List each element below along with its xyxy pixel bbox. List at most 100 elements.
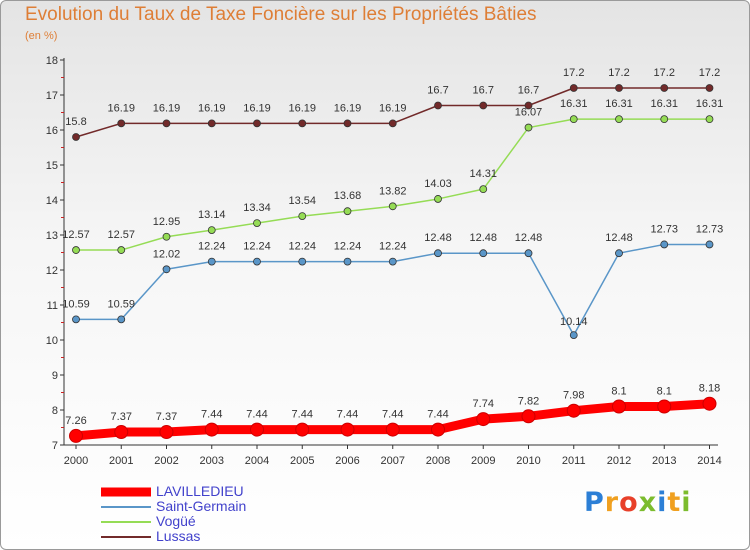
y-tick-label: 7 — [52, 440, 58, 452]
x-tick-label: 2004 — [245, 455, 269, 467]
data-label-lussas: 16.19 — [243, 102, 271, 114]
data-label-saint-germain: 12.24 — [334, 241, 362, 253]
data-label-vog: 16.07 — [515, 107, 543, 119]
data-point-saint-germain — [343, 257, 352, 266]
data-point-vog — [117, 246, 126, 254]
data-label-lavilledieu: 7.44 — [201, 409, 222, 421]
data-point-lussas — [343, 119, 352, 128]
logo-letter: P — [584, 487, 605, 518]
data-point-lussas — [162, 119, 171, 128]
data-label-saint-germain: 12.48 — [469, 232, 497, 244]
data-point-lussas — [434, 101, 442, 110]
data-point-lavilledieu — [476, 412, 491, 427]
data-label-vog: 12.57 — [62, 229, 90, 241]
data-point-saint-germain — [479, 249, 488, 258]
data-label-lavilledieu: 7.44 — [382, 409, 403, 421]
data-label-lussas: 17.2 — [608, 67, 629, 79]
data-label-vog: 13.34 — [243, 202, 271, 214]
data-point-saint-germain — [207, 257, 216, 266]
data-label-vog: 13.54 — [288, 195, 316, 207]
data-point-lavilledieu — [612, 399, 626, 414]
data-label-vog: 16.31 — [605, 98, 633, 110]
data-label-lussas: 17.2 — [654, 67, 675, 79]
data-point-lavilledieu — [657, 399, 672, 414]
logo-letter: t — [667, 487, 682, 518]
data-label-lavilledieu: 7.82 — [518, 395, 539, 407]
y-tick-label: 13 — [46, 230, 58, 242]
data-label-saint-germain: 12.24 — [379, 241, 407, 253]
x-tick-label: 2014 — [697, 455, 721, 467]
data-label-lussas: 16.19 — [107, 102, 135, 114]
data-point-vog — [660, 115, 669, 124]
data-label-lussas: 16.7 — [427, 85, 448, 97]
data-point-saint-germain — [434, 249, 442, 258]
data-label-lussas: 16.7 — [518, 85, 539, 97]
y-tick-label: 9 — [52, 370, 58, 382]
data-point-saint-germain — [524, 249, 533, 258]
data-label-vog: 13.68 — [334, 190, 362, 202]
data-label-saint-germain: 12.73 — [696, 223, 724, 235]
data-label-saint-germain: 10.59 — [62, 298, 90, 310]
data-label-saint-germain: 12.48 — [605, 232, 633, 244]
data-label-vog: 13.14 — [198, 209, 226, 221]
logo-letter: x — [638, 487, 658, 518]
data-point-lavilledieu — [159, 425, 174, 440]
data-label-lussas: 15.8 — [65, 116, 86, 128]
y-tick-label: 8 — [52, 405, 58, 417]
data-label-vog: 16.31 — [560, 98, 588, 110]
legend-item-lavilledieu: LAVILLEDIEU — [101, 484, 246, 499]
chart-title: Evolution du Taux de Taxe Foncière sur l… — [25, 4, 537, 25]
data-label-lussas: 16.19 — [379, 102, 407, 114]
data-label-saint-germain: 12.48 — [515, 232, 543, 244]
legend-label-vogue: Vogüé — [156, 513, 196, 529]
data-point-lavilledieu — [702, 396, 717, 411]
x-tick-label: 2000 — [64, 455, 88, 467]
x-tick-label: 2003 — [200, 455, 224, 467]
data-label-saint-germain: 10.59 — [107, 298, 135, 310]
x-tick-label: 2008 — [426, 455, 450, 467]
x-tick-label: 2001 — [109, 455, 133, 467]
y-tick-label: 10 — [46, 335, 58, 347]
data-point-saint-germain — [117, 315, 126, 324]
logo-letter: o — [619, 487, 639, 518]
y-tick-label: 17 — [46, 90, 58, 102]
data-label-saint-germain: 12.48 — [424, 232, 452, 244]
data-point-vog — [72, 246, 80, 254]
data-label-lavilledieu: 7.44 — [292, 409, 313, 421]
data-point-saint-germain — [162, 265, 171, 274]
data-point-saint-germain — [298, 257, 307, 266]
data-point-vog — [434, 195, 442, 203]
y-tick-label: 12 — [46, 265, 58, 277]
logo-letter: i — [657, 487, 668, 518]
legend-item-vogue: Vogüé — [101, 514, 246, 529]
data-label-lavilledieu: 8.18 — [699, 383, 720, 395]
data-label-vog: 13.82 — [379, 185, 407, 197]
data-point-lussas — [705, 84, 714, 92]
data-point-vog — [162, 232, 171, 241]
data-point-vog — [524, 123, 533, 132]
legend-label-saint-germain: Saint-Germain — [156, 498, 247, 514]
data-label-lavilledieu: 7.98 — [563, 390, 584, 402]
x-tick-label: 2006 — [335, 455, 359, 467]
data-point-lavilledieu — [204, 422, 219, 437]
x-tick-label: 2013 — [652, 455, 676, 467]
data-label-vog: 12.95 — [153, 216, 181, 228]
data-label-lussas: 17.2 — [699, 67, 720, 79]
data-point-lavilledieu — [431, 422, 445, 437]
data-label-saint-germain: 12.24 — [243, 241, 271, 253]
data-label-lavilledieu: 7.74 — [473, 398, 494, 410]
data-label-lussas: 17.2 — [563, 67, 584, 79]
data-point-lavilledieu — [385, 422, 400, 437]
data-point-vog — [253, 219, 261, 228]
data-label-lavilledieu: 7.44 — [427, 409, 448, 421]
data-label-vog: 14.03 — [424, 178, 452, 190]
y-tick-label: 15 — [46, 160, 58, 172]
y-tick-label: 11 — [47, 300, 58, 312]
data-point-lussas — [72, 133, 80, 141]
data-label-lussas: 16.7 — [473, 85, 494, 97]
data-point-vog — [207, 226, 216, 235]
data-point-vog — [569, 115, 578, 124]
data-point-lussas — [117, 119, 126, 128]
x-tick-label: 2002 — [154, 455, 178, 467]
x-tick-label: 2011 — [562, 455, 586, 467]
